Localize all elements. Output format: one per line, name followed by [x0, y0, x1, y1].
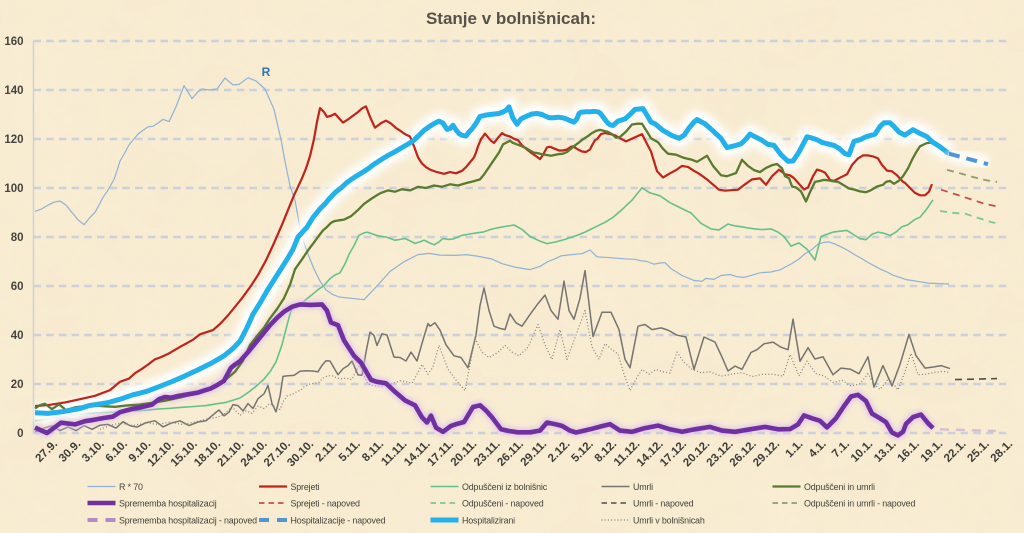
svg-text:80: 80 — [11, 232, 24, 244]
svg-text:Odpuščeni in umrli - napoved: Odpuščeni in umrli - napoved — [804, 499, 915, 509]
svg-text:Umrli: Umrli — [633, 482, 653, 492]
svg-text:Sprememba hospitalizacij: Sprememba hospitalizacij — [119, 499, 217, 509]
svg-text:20: 20 — [11, 379, 24, 391]
svg-text:Umrli - napoved: Umrli - napoved — [633, 499, 694, 509]
svg-text:Odpuščeni in umrli: Odpuščeni in umrli — [804, 482, 875, 492]
svg-text:Sprememba hospitalizacij - nap: Sprememba hospitalizacij - napoved — [119, 516, 257, 526]
svg-text:Odpuščeni - napoved: Odpuščeni - napoved — [462, 499, 544, 509]
svg-text:R: R — [262, 65, 271, 79]
svg-text:Sprejeti - napoved: Sprejeti - napoved — [291, 499, 361, 509]
svg-text:60: 60 — [11, 281, 24, 293]
svg-text:160: 160 — [4, 36, 23, 48]
svg-text:120: 120 — [4, 134, 23, 146]
svg-text:Odpuščeni iz bolnišnic: Odpuščeni iz bolnišnic — [462, 482, 548, 492]
svg-text:Umrli v bolnišnicah: Umrli v bolnišnicah — [633, 516, 705, 526]
svg-text:0: 0 — [17, 428, 23, 440]
svg-text:Hospitalizirani: Hospitalizirani — [462, 516, 515, 526]
svg-text:140: 140 — [4, 85, 23, 97]
svg-text:R * 70: R * 70 — [119, 482, 143, 492]
svg-text:Stanje v bolnišnicah:: Stanje v bolnišnicah: — [426, 9, 596, 28]
svg-text:Sprejeti: Sprejeti — [291, 482, 320, 492]
svg-text:40: 40 — [11, 330, 24, 342]
svg-text:100: 100 — [4, 183, 23, 195]
svg-text:Hospitalizacije - napoved: Hospitalizacije - napoved — [291, 516, 386, 526]
